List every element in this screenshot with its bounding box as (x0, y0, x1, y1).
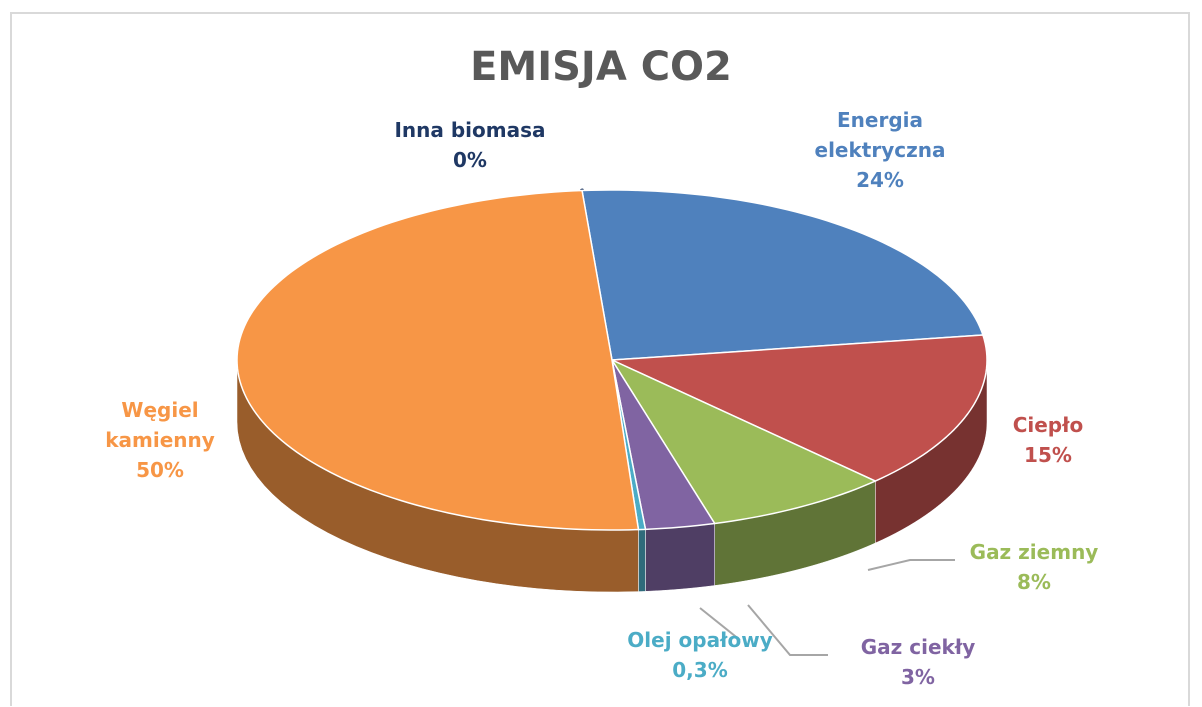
value-label: 24% (856, 168, 904, 192)
leader-line (747, 604, 828, 656)
slice-side (638, 529, 646, 592)
category-label: Węgiel kamienny (105, 398, 215, 452)
data-label: Ciepło 15% (1013, 410, 1084, 470)
leader-line (699, 607, 741, 641)
value-label: 8% (1017, 570, 1051, 594)
frame (10, 12, 1190, 706)
category-label: Inna biomasa (394, 118, 546, 142)
data-label: Olej opałowy 0,3% (627, 625, 772, 685)
chart-title: EMISJA CO2 (470, 44, 732, 90)
slice-side (645, 523, 715, 592)
data-label: Gaz ziemny 8% (970, 537, 1099, 597)
data-label: Energia elektryczna 24% (810, 105, 950, 195)
value-label: 0% (453, 148, 487, 172)
category-label: Gaz ciekły (860, 635, 976, 659)
slice (611, 334, 988, 482)
value-label: 15% (1024, 443, 1072, 467)
slice (581, 189, 984, 361)
category-label: Olej opałowy (627, 628, 773, 652)
value-label: 0,3% (672, 658, 728, 682)
value-label: 50% (136, 458, 184, 482)
data-label: Inna biomasa 0% (394, 115, 545, 175)
data-label: Gaz ciekły 3% (861, 632, 976, 692)
category-label: Gaz ziemny (969, 540, 1099, 564)
data-label: Węgiel kamienny 50% (90, 395, 230, 485)
slice (611, 359, 877, 525)
leader-line (867, 559, 955, 571)
category-label: Ciepło (1012, 413, 1084, 437)
slice (236, 189, 640, 531)
category-label: Energia elektryczna (814, 108, 946, 162)
value-label: 3% (901, 665, 935, 689)
